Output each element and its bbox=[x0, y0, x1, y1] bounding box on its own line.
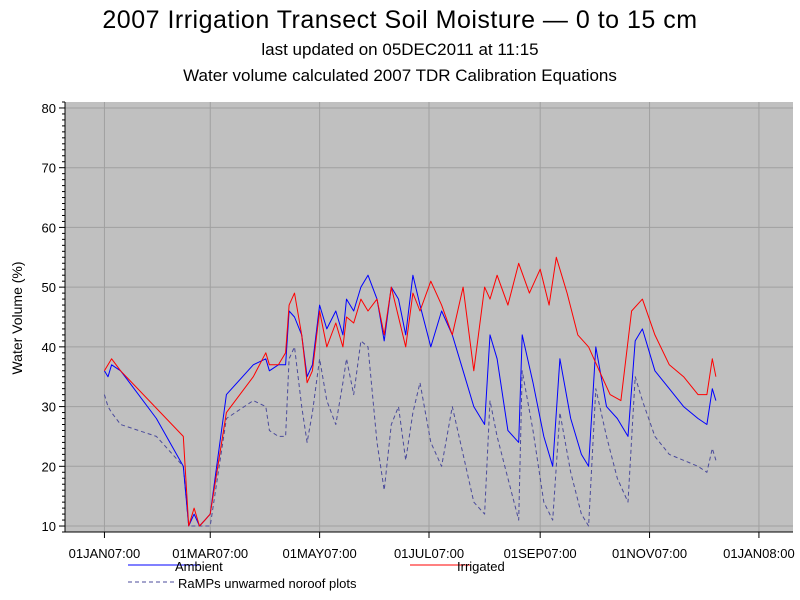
chart-title: 2007 Irrigation Transect Soil Moisture —… bbox=[102, 6, 698, 34]
y-tick-label: 40 bbox=[42, 340, 56, 355]
x-tick-label: 01NOV07:00 bbox=[612, 546, 687, 561]
y-tick-label: 60 bbox=[42, 220, 56, 235]
y-tick-label: 10 bbox=[42, 519, 56, 534]
series-line-2 bbox=[103, 340, 717, 527]
legend-label-1: Irrigated bbox=[457, 559, 505, 574]
y-tick-label: 20 bbox=[42, 459, 56, 474]
chart-subtitle: last updated on 05DEC2011 at 11:15 bbox=[261, 40, 539, 59]
x-tick-label: 01SEP07:00 bbox=[504, 546, 577, 561]
x-tick-label: 01MAY07:00 bbox=[283, 546, 357, 561]
y-tick-label: 80 bbox=[42, 101, 56, 116]
chart-subtitle-2: Water volume calculated 2007 TDR Calibra… bbox=[183, 66, 617, 85]
y-tick-label: 50 bbox=[42, 280, 56, 295]
series-line-1 bbox=[103, 256, 717, 527]
x-tick-label: 01JUL07:00 bbox=[394, 546, 464, 561]
x-tick-label: 01JAN08:00 bbox=[723, 546, 795, 561]
legend-label-2: RaMPs unwarmed noroof plots bbox=[178, 576, 357, 591]
x-tick-label: 01JAN07:00 bbox=[69, 546, 141, 561]
y-tick-label: 70 bbox=[42, 161, 56, 176]
legend-label-0: Ambient bbox=[175, 559, 223, 574]
x-tick-label: 01MAR07:00 bbox=[172, 546, 248, 561]
y-axis-label: Water Volume (%) bbox=[9, 261, 25, 374]
series-line-0 bbox=[103, 274, 717, 527]
y-tick-label: 30 bbox=[42, 400, 56, 415]
